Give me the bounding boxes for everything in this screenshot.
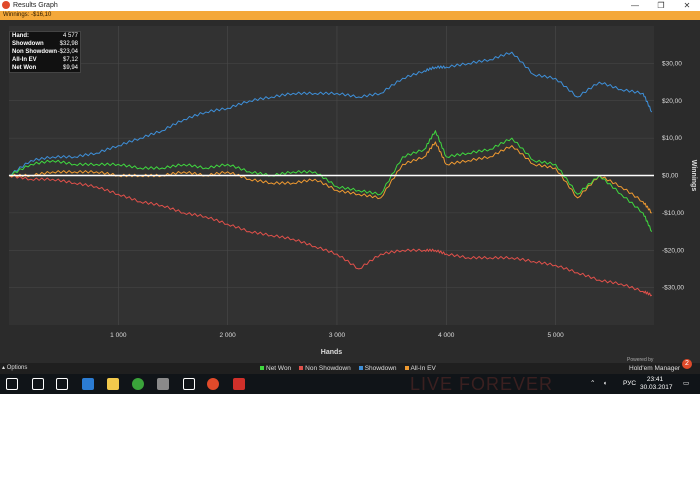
showdown-line <box>8 51 653 176</box>
info-row: All-In EV $7,12 <box>10 56 80 64</box>
x-tick-label: 2 000 <box>220 332 237 339</box>
y-tick-label: -$30,00 <box>662 285 684 292</box>
info-key: Showdown <box>12 41 44 47</box>
legend-label: Non Showdown <box>305 365 351 372</box>
hm2-logo-icon: 2 <box>682 359 692 369</box>
x-tick-label: 3 000 <box>329 332 346 339</box>
x-axis-label: Hands <box>321 349 343 356</box>
info-value: 4 577 <box>62 33 78 39</box>
legend-swatch <box>404 366 409 371</box>
info-key: All-In EV <box>12 57 37 63</box>
chart-legend: Net Won Non Showdown Showdown All-In EV <box>260 364 436 373</box>
taskbar-banner: LIVE FOREVER <box>410 374 554 394</box>
store-icon[interactable] <box>183 378 195 390</box>
options-label: Options <box>6 365 28 371</box>
x-tick-label: 4 000 <box>438 332 455 339</box>
tray-chevron-icon[interactable]: ⌃ <box>590 380 596 387</box>
legend-label: All-In EV <box>410 365 436 372</box>
volume-icon[interactable]: ◖ <box>603 380 607 387</box>
edge-icon[interactable] <box>82 378 94 390</box>
legend-swatch <box>299 366 304 371</box>
maximize-button[interactable]: ❐ <box>657 1 665 10</box>
app-logo-icon <box>2 1 10 9</box>
winnings-label: Winnings: -$16,10 <box>3 12 52 18</box>
y-tick-label: $20,00 <box>662 98 682 105</box>
legend-label: Net Won <box>266 365 292 372</box>
y-tick-label: $10,00 <box>662 135 682 142</box>
x-tick-label: 1 000 <box>110 332 127 339</box>
y-tick-label: $30,00 <box>662 60 682 67</box>
info-value: $9,94 <box>62 65 78 71</box>
info-key: Non Showdown <box>12 49 57 55</box>
y-tick-label: -$10,00 <box>662 210 684 217</box>
results-chart: 1 000 2 000 3 000 4 000 5 000 $30,00 $20,00 $10… <box>8 26 697 356</box>
info-value: $7,12 <box>62 57 78 63</box>
legend-item[interactable]: Net Won <box>260 364 291 373</box>
taskview-icon[interactable] <box>56 378 68 390</box>
info-row: Hand: 4 577 <box>10 32 80 40</box>
winnings-bar: Winnings: -$16,10 <box>0 11 700 20</box>
brand-label: Hold'em Manager <box>629 365 681 372</box>
notifications-icon[interactable]: ▭ <box>683 380 690 387</box>
legend-item[interactable]: All-In EV <box>404 364 436 373</box>
clock-date: 30.03.2017 <box>640 384 673 391</box>
hm2-icon[interactable] <box>233 378 245 390</box>
info-key: Net Won <box>12 65 37 71</box>
info-key: Hand: <box>12 33 29 39</box>
legend-swatch <box>260 366 264 371</box>
window-title: Results Graph <box>13 2 58 9</box>
net-won-line <box>8 130 653 232</box>
clock-time: 23:41 <box>646 376 664 383</box>
y-tick-label: -$20,00 <box>662 247 684 254</box>
language-indicator[interactable]: РУС <box>623 380 637 387</box>
chrome-icon[interactable] <box>207 378 219 390</box>
legend-swatch <box>358 366 363 371</box>
y-tick-label: $0,00 <box>662 173 679 180</box>
info-row: Net Won $9,94 <box>10 64 80 72</box>
powered-by-label: Powered by <box>627 357 654 363</box>
non-showdown-line <box>8 174 653 297</box>
info-row: Non Showdown -$23,04 <box>10 48 80 56</box>
info-value: -$23,04 <box>57 49 78 55</box>
search-icon[interactable] <box>32 378 44 390</box>
hover-info-box: Hand: 4 577 Showdown $32,98 Non Showdown -$23… <box>9 31 81 73</box>
app-gray-icon[interactable] <box>157 378 169 390</box>
app-green-icon[interactable] <box>132 378 144 390</box>
y-axis-label: Winnings <box>690 160 697 192</box>
options-button[interactable]: ▴ Options <box>2 365 28 371</box>
info-value: $32,98 <box>59 41 78 47</box>
close-button[interactable]: ✕ <box>683 1 691 10</box>
minimize-button[interactable]: — <box>631 1 639 10</box>
clock[interactable]: 23:41 30.03.2017 <box>640 376 673 392</box>
chart-area: 1 000 2 000 3 000 4 000 5 000 $30,00 $20,00 $10… <box>0 20 700 363</box>
info-row: Showdown $32,98 <box>10 40 80 48</box>
legend-item[interactable]: Non Showdown <box>299 364 351 373</box>
windows-icon[interactable] <box>6 378 18 390</box>
explorer-icon[interactable] <box>107 378 119 390</box>
legend-label: Showdown <box>364 365 397 372</box>
taskbar: LIVE FOREVER ⌃ ◖ РУС 23:41 30.03.2017 ▭ <box>0 374 700 394</box>
legend-item[interactable]: Showdown <box>358 364 397 373</box>
legend-bar: ▴ Options Net Won Non Showdown Showdown All… <box>0 357 700 374</box>
x-tick-label: 5 000 <box>547 332 564 339</box>
